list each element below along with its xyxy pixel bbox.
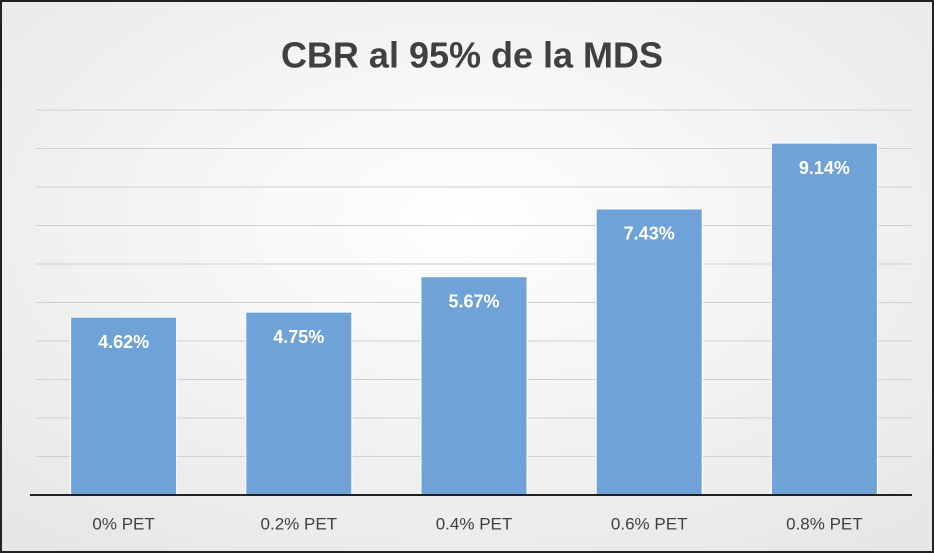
bar	[420, 276, 528, 496]
data-label: 5.67%	[448, 291, 499, 311]
x-tick-label: 0.2% PET	[261, 514, 338, 533]
x-tick-label: 0% PET	[92, 514, 154, 533]
data-label: 7.43%	[624, 224, 675, 244]
data-label: 9.14%	[799, 158, 850, 178]
data-label: 4.62%	[98, 332, 149, 352]
bar	[595, 208, 703, 496]
bar	[770, 142, 878, 496]
bar	[245, 311, 353, 496]
bar	[70, 316, 178, 496]
x-tick-label: 0.8% PET	[786, 514, 863, 533]
x-tick-label: 0.4% PET	[436, 514, 513, 533]
data-label: 4.75%	[273, 327, 324, 347]
x-tick-label: 0.6% PET	[611, 514, 688, 533]
chart-title: CBR al 95% de la MDS	[281, 35, 663, 76]
